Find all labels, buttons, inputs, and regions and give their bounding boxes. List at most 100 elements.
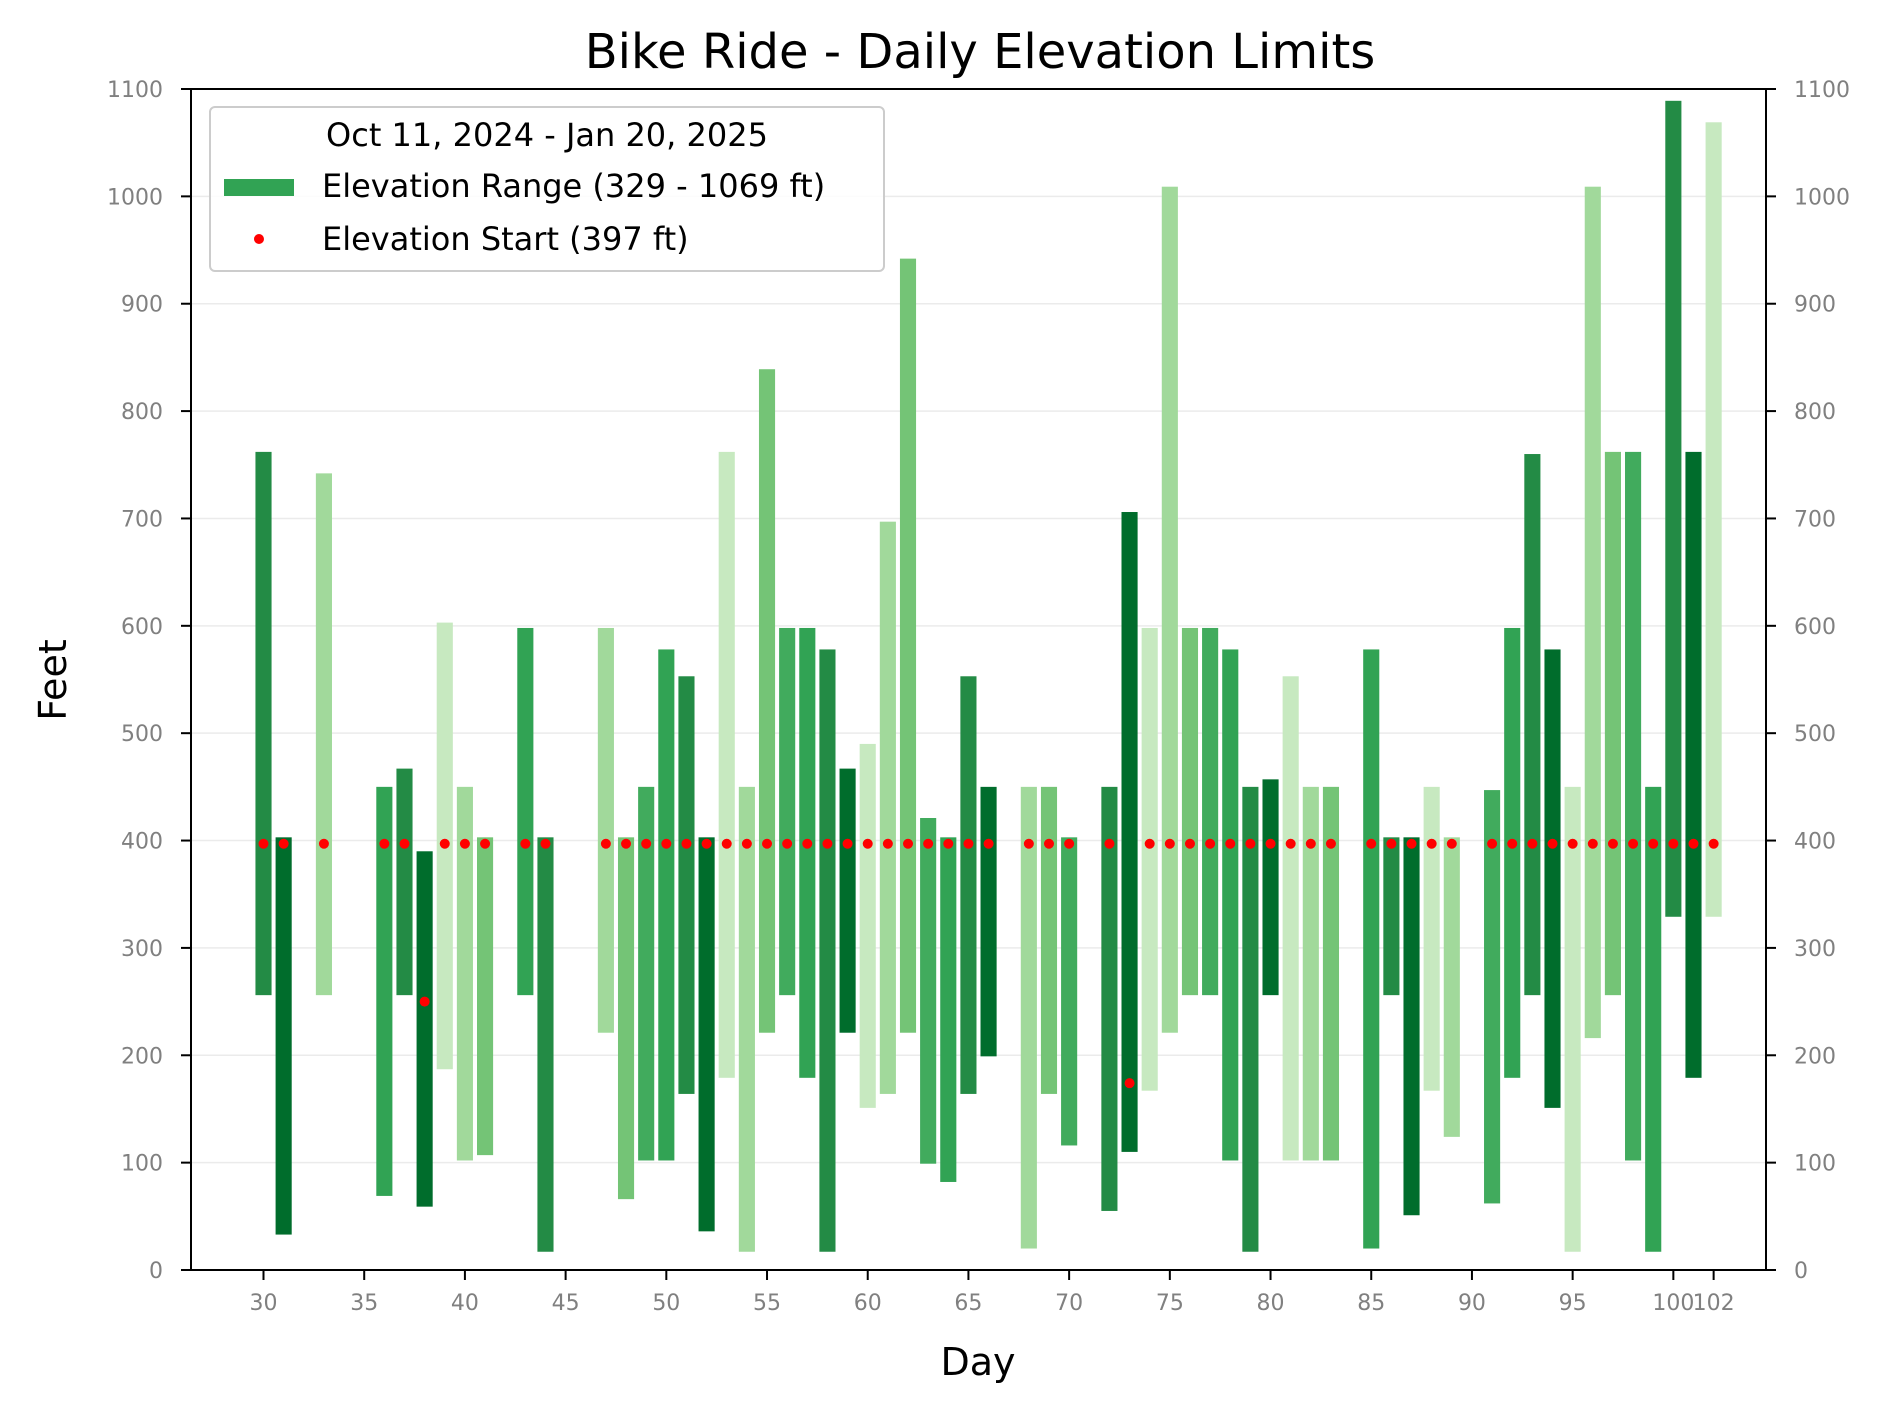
elevation-start-point	[701, 838, 712, 849]
elevation-range-bar	[1282, 676, 1299, 1161]
elevation-start-point	[882, 838, 893, 849]
elevation-range-bar	[1504, 627, 1521, 1078]
x-tick-label: 35	[350, 1291, 378, 1316]
elevation-range-bar	[638, 786, 655, 1161]
y-tick-label-right: 900	[1794, 293, 1836, 318]
x-axis-title: Day	[940, 1340, 1015, 1384]
elevation-start-point	[1628, 838, 1639, 849]
elevation-range-bar	[1685, 451, 1702, 1078]
elevation-start-point	[1507, 838, 1518, 849]
elevation-range-bar	[597, 627, 614, 1033]
elevation-start-point	[802, 838, 813, 849]
x-tick-label: 102	[1693, 1291, 1735, 1316]
elevation-start-point	[842, 838, 853, 849]
y-tick-label-right: 500	[1794, 722, 1836, 747]
elevation-range-bar	[1705, 122, 1722, 917]
elevation-start-point	[439, 838, 450, 849]
elevation-range-bar	[758, 369, 776, 1033]
elevation-range-bar	[1202, 627, 1219, 996]
elevation-range-bar	[1262, 779, 1279, 996]
elevation-range-bar	[1141, 627, 1158, 1091]
elevation-range-bar	[698, 837, 715, 1232]
legend-box	[209, 106, 885, 272]
elevation-start-point	[1487, 838, 1498, 849]
elevation-range-bar	[1020, 786, 1037, 1249]
elevation-range-bar	[1625, 451, 1642, 1161]
elevation-start-point	[1043, 838, 1054, 849]
elevation-range-bar	[1564, 786, 1581, 1252]
y-tick-label: 500	[121, 722, 163, 747]
elevation-start-point	[520, 838, 531, 849]
y-tick-label: 600	[121, 615, 163, 640]
elevation-range-bar	[1222, 649, 1239, 1161]
y-tick-label: 900	[121, 293, 163, 318]
elevation-start-point	[1607, 838, 1618, 849]
y-tick-label-right: 700	[1794, 507, 1836, 532]
elevation-range-bar	[1403, 837, 1420, 1216]
elevation-range-bar	[920, 817, 937, 1164]
elevation-range-bar	[396, 768, 413, 996]
elevation-start-point	[1285, 838, 1296, 849]
elevation-range-bar	[980, 786, 997, 1057]
elevation-start-point	[1527, 838, 1538, 849]
elevation-range-bar	[1040, 786, 1058, 1094]
x-tick-label: 45	[552, 1291, 580, 1316]
elevation-range-bar	[738, 786, 755, 1252]
elevation-start-point	[258, 838, 269, 849]
elevation-start-point	[641, 838, 652, 849]
elevation-start-point	[721, 838, 732, 849]
elevation-start-point	[1104, 838, 1115, 849]
y-tick-label-right: 400	[1794, 830, 1836, 855]
x-tick-label: 75	[1156, 1291, 1184, 1316]
elevation-range-bar	[658, 649, 675, 1161]
y-tick-label-right: 200	[1794, 1044, 1836, 1069]
legend-bar-swatch	[224, 179, 294, 196]
y-tick-label-right: 300	[1794, 937, 1836, 962]
elevation-range-bar	[1484, 790, 1501, 1204]
elevation-range-bar	[1645, 786, 1662, 1252]
elevation-start-point	[1547, 838, 1558, 849]
legend-dot-swatch	[254, 234, 264, 244]
elevation-range-bar	[779, 627, 796, 996]
elevation-start-point	[540, 838, 551, 849]
axis-ticks: 0 0 100 100 200 200 300 300 400 400 500 500 600 600 70…	[107, 78, 1850, 1316]
y-tick-label: 0	[149, 1259, 163, 1284]
elevation-range-bar	[1443, 837, 1460, 1137]
elevation-start-point	[1064, 838, 1075, 849]
y-tick-label: 100	[121, 1152, 163, 1177]
legend-label-start: Elevation Start (397 ft)	[322, 220, 689, 258]
y-tick-label-right: 800	[1794, 400, 1836, 425]
x-tick-label: 55	[753, 1291, 781, 1316]
elevation-range-bar	[1363, 649, 1380, 1249]
elevation-range-bar	[315, 473, 332, 996]
elevation-range-bar	[799, 627, 816, 1078]
elevation-start-point	[1426, 838, 1437, 849]
elevation-start-point	[480, 838, 491, 849]
elevation-start-point	[1668, 838, 1679, 849]
elevation-start-point	[1708, 838, 1719, 849]
elevation-range-bar	[416, 851, 433, 1207]
elevation-range-bar	[1604, 451, 1621, 996]
elevation-range-bar	[1544, 649, 1561, 1108]
elevation-start-point	[963, 838, 974, 849]
elevation-range-bar	[617, 837, 635, 1200]
elevation-start-point	[1386, 838, 1397, 849]
elevation-start-point	[1144, 838, 1155, 849]
elevation-start-point	[822, 838, 833, 849]
elevation-start-point	[903, 838, 914, 849]
elevation-range-bar	[537, 837, 554, 1252]
x-tick-label: 80	[1257, 1291, 1285, 1316]
legend-label-range: Elevation Range (329 - 1069 ft)	[322, 167, 825, 205]
elevation-start-point	[1406, 838, 1417, 849]
elevation-start-point	[762, 838, 773, 849]
y-tick-label: 1100	[107, 78, 163, 103]
elevation-range-bar	[839, 768, 856, 1033]
plot-frame	[190, 88, 1767, 1271]
elevation-range-bar	[899, 258, 917, 1033]
elevation-start-point	[1587, 838, 1598, 849]
elevation-range-bar	[879, 521, 896, 1094]
y-tick-label-right: 0	[1794, 1259, 1808, 1284]
x-tick-label: 60	[854, 1291, 882, 1316]
y-tick-label: 400	[121, 830, 163, 855]
